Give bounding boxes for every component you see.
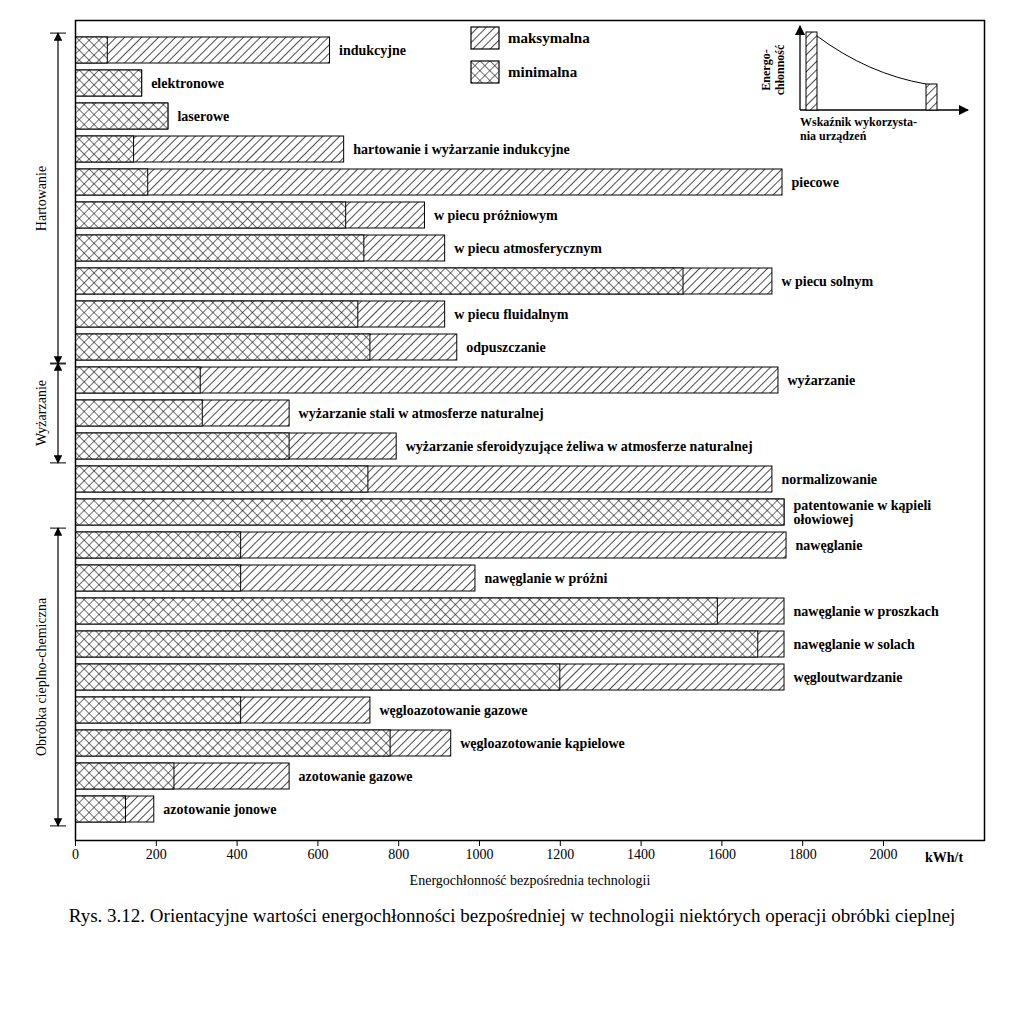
html-text:Rys. 3.12. Orientacyjne wartoś: Rys. 3.12. Orientacyjne wartości energoc… [68, 905, 956, 926]
svg-text:odpuszczanie: odpuszczanie [466, 340, 545, 355]
svg-text:elektronowe: elektronowe [151, 76, 224, 91]
svg-text:2000: 2000 [870, 847, 898, 862]
svg-text:1800: 1800 [789, 847, 817, 862]
html-text:maksymalna: maksymalna [508, 29, 590, 46]
svg-text:węgloazotowanie kąpielowe: węgloazotowanie kąpielowe [460, 736, 624, 751]
svg-text:Wyżarzanie: Wyżarzanie [34, 380, 49, 446]
svg-text:1000: 1000 [466, 847, 494, 862]
svg-text:hartowanie i wyżarzanie indukc: hartowanie i wyżarzanie indukcyjne [353, 142, 570, 157]
svg-text:Hartowanie: Hartowanie [34, 166, 49, 231]
svg-text:nawęglanie w proszkach: nawęglanie w proszkach [794, 604, 939, 619]
svg-text:węgloazotowanie gazowe: węgloazotowanie gazowe [379, 703, 527, 718]
svg-text:indukcyjne: indukcyjne [339, 43, 406, 58]
svg-text:azotowanie jonowe: azotowanie jonowe [163, 802, 276, 817]
svg-text:w piecu atmosferycznym: w piecu atmosferycznym [454, 241, 602, 256]
svg-text:wyżarzanie stali w atmosferze: wyżarzanie stali w atmosferze naturalnej [299, 406, 544, 421]
html-text:minimalna: minimalna [508, 63, 578, 80]
svg-text:wyżarzanie sferoidyzujące żeli: wyżarzanie sferoidyzujące żeliwa w atmos… [406, 439, 753, 454]
svg-text:1200: 1200 [546, 847, 574, 862]
svg-text:w piecu solnym: w piecu solnym [781, 274, 873, 289]
svg-text:patentowanie w kąpieliołowiowe: patentowanie w kąpieliołowiowej [794, 498, 932, 527]
svg-text:1400: 1400 [627, 847, 655, 862]
svg-text:węgloutwardzanie: węgloutwardzanie [794, 670, 903, 685]
svg-text:w piecu próżniowym: w piecu próżniowym [434, 208, 558, 223]
svg-text:400: 400 [227, 847, 248, 862]
svg-text:w piecu fluidalnym: w piecu fluidalnym [454, 307, 569, 322]
svg-text:0: 0 [72, 847, 79, 862]
svg-text:Wskaźnik wykorzysta-nia urządz: Wskaźnik wykorzysta-nia urządzeń [800, 115, 917, 143]
svg-text:nawęglanie w próżni: nawęglanie w próżni [484, 571, 607, 586]
svg-text:nawęglanie w solach: nawęglanie w solach [794, 637, 916, 652]
svg-text:800: 800 [388, 847, 409, 862]
svg-text:Obróbka cieplno-chemiczna: Obróbka cieplno-chemiczna [34, 597, 49, 756]
svg-text:600: 600 [307, 847, 328, 862]
svg-text:nawęglanie: nawęglanie [796, 538, 863, 553]
svg-text:piecowe: piecowe [792, 175, 839, 190]
svg-text:normalizowanie: normalizowanie [781, 472, 877, 487]
svg-text:wyżarzanie: wyżarzanie [787, 373, 855, 388]
svg-text:Energochłonność bezpośrednia t: Energochłonność bezpośrednia technologii [410, 873, 651, 888]
svg-text:kWh/t: kWh/t [925, 850, 963, 865]
svg-text:1600: 1600 [708, 847, 736, 862]
svg-text:200: 200 [146, 847, 167, 862]
svg-text:Energo-chłonność: Energo-chłonność [759, 44, 787, 95]
svg-text:laserowe: laserowe [177, 109, 229, 124]
svg-text:azotowanie gazowe: azotowanie gazowe [299, 769, 413, 784]
